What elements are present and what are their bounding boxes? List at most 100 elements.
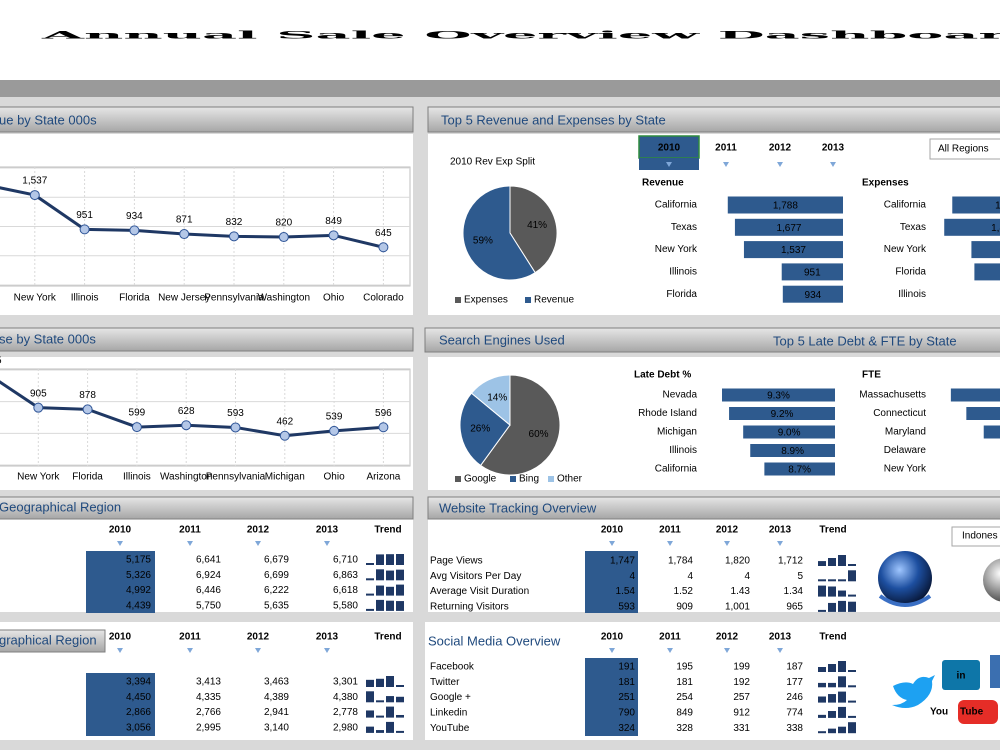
column-header: 2010 bbox=[601, 632, 624, 643]
bar bbox=[734, 218, 843, 236]
legend-label: Bing bbox=[519, 474, 539, 485]
filter-arrow bbox=[609, 648, 615, 653]
category-label: Illinois bbox=[669, 267, 697, 278]
column-header: 2011 bbox=[659, 525, 681, 536]
cell: 4,439 bbox=[126, 601, 151, 612]
data-label: 26% bbox=[470, 423, 490, 434]
row-label: Google + bbox=[430, 692, 471, 703]
dropdown-text[interactable]: Indones bbox=[962, 531, 998, 542]
legend-swatch bbox=[455, 297, 461, 303]
sparkline-bar bbox=[376, 678, 384, 687]
column-header: Trend bbox=[374, 632, 401, 643]
sparkline-bar bbox=[366, 691, 374, 703]
sparkline-bar bbox=[396, 714, 404, 718]
sparkline-bar bbox=[366, 593, 374, 596]
cell: 324 bbox=[618, 723, 635, 734]
x-tick-label: Illinois bbox=[123, 472, 151, 483]
panel bbox=[0, 134, 413, 315]
data-label: 1,537 bbox=[22, 176, 47, 187]
filter-arrow bbox=[777, 648, 783, 653]
data-label: 599 bbox=[129, 408, 146, 419]
cell: 2,980 bbox=[333, 723, 358, 734]
bar bbox=[743, 425, 835, 439]
category-label: Texas bbox=[900, 222, 926, 233]
data-label: 934 bbox=[126, 211, 143, 222]
x-tick-label: New Jersey bbox=[158, 293, 210, 304]
data-label: 832 bbox=[226, 217, 243, 228]
sparkline-bar bbox=[818, 667, 826, 672]
dropdown-text[interactable]: All Regions bbox=[938, 144, 989, 155]
legend-label: Expenses bbox=[464, 295, 508, 306]
filter-arrow bbox=[117, 648, 123, 653]
category-label: Connecticut bbox=[873, 408, 926, 419]
highlight-column bbox=[86, 673, 155, 736]
cell: 254 bbox=[676, 692, 693, 703]
cell: 331 bbox=[733, 723, 750, 734]
sparkline-bar bbox=[376, 554, 384, 565]
filter-arrow bbox=[187, 648, 193, 653]
cell: 6,446 bbox=[196, 585, 221, 596]
filter-arrow bbox=[324, 648, 330, 653]
sparkline-bar bbox=[838, 726, 846, 734]
category-label: California bbox=[655, 464, 698, 475]
cell: 790 bbox=[618, 708, 635, 719]
legend-swatch bbox=[455, 476, 461, 482]
category-label: Illinois bbox=[669, 445, 697, 456]
chart-title: Expenses bbox=[862, 178, 909, 189]
panel-header bbox=[0, 106, 414, 133]
panel-title: Top 5 Late Debt & FTE by State bbox=[773, 333, 957, 348]
year-tab[interactable]: 2010 bbox=[658, 143, 681, 154]
sparkline-bar bbox=[828, 558, 836, 566]
plot-area bbox=[0, 368, 411, 467]
sparkline-bar bbox=[848, 601, 856, 612]
cell: 4 bbox=[629, 571, 635, 582]
chart-title: FTE bbox=[862, 370, 881, 381]
data-label: 878 bbox=[79, 390, 96, 401]
data-label: 8.7% bbox=[788, 465, 811, 476]
cell: 2,766 bbox=[196, 707, 221, 718]
data-label: 934 bbox=[805, 290, 822, 301]
sparkline-bar bbox=[376, 730, 384, 733]
cell: 5,580 bbox=[333, 601, 358, 612]
sparkline-bar bbox=[366, 578, 374, 581]
twitter-icon bbox=[892, 675, 935, 708]
cell: 3,413 bbox=[196, 677, 221, 688]
x-tick-label: Arizona bbox=[366, 472, 400, 483]
chart-title: Revenue bbox=[642, 178, 684, 189]
sparkline-bar bbox=[366, 679, 374, 687]
row-label: Page Views bbox=[430, 556, 483, 567]
sparkline-bar bbox=[396, 569, 404, 581]
year-tab[interactable]: 2012 bbox=[769, 143, 792, 154]
cell: 187 bbox=[786, 662, 803, 673]
point bbox=[129, 225, 140, 236]
chart-title: Late Debt % bbox=[634, 370, 691, 381]
sparkline-bar bbox=[838, 691, 846, 703]
sparkline-bar bbox=[376, 569, 384, 581]
filter-arrow bbox=[255, 541, 261, 546]
cell: 328 bbox=[676, 723, 693, 734]
data-label: 9.3% bbox=[767, 391, 790, 402]
sparkline-bar bbox=[818, 696, 826, 703]
category-label: Delaware bbox=[884, 445, 927, 456]
row-label: Returning Visitors bbox=[430, 602, 509, 613]
legend-label: Other bbox=[557, 474, 583, 485]
dropdown[interactable] bbox=[951, 526, 1000, 547]
sparkline-bar bbox=[838, 555, 846, 566]
sparkline-bar bbox=[838, 600, 846, 612]
category-label: California bbox=[655, 200, 698, 211]
row-label: Average Visit Duration bbox=[430, 586, 529, 597]
data-label: 849 bbox=[325, 216, 342, 227]
cell: 192 bbox=[733, 677, 750, 688]
year-tab[interactable]: 2011 bbox=[715, 143, 737, 154]
data-label: 1,831 bbox=[991, 223, 1000, 234]
bar bbox=[952, 196, 1000, 214]
dropdown[interactable] bbox=[929, 138, 1000, 160]
data-label: 593 bbox=[227, 408, 244, 419]
cell: 1.34 bbox=[784, 586, 804, 597]
data-label: 645 bbox=[375, 228, 392, 239]
sparkline-bar bbox=[376, 715, 384, 718]
cell: 3,140 bbox=[264, 723, 289, 734]
year-tab[interactable]: 2013 bbox=[822, 143, 845, 154]
column-header: Trend bbox=[819, 632, 846, 643]
cell: 4,450 bbox=[126, 692, 151, 703]
